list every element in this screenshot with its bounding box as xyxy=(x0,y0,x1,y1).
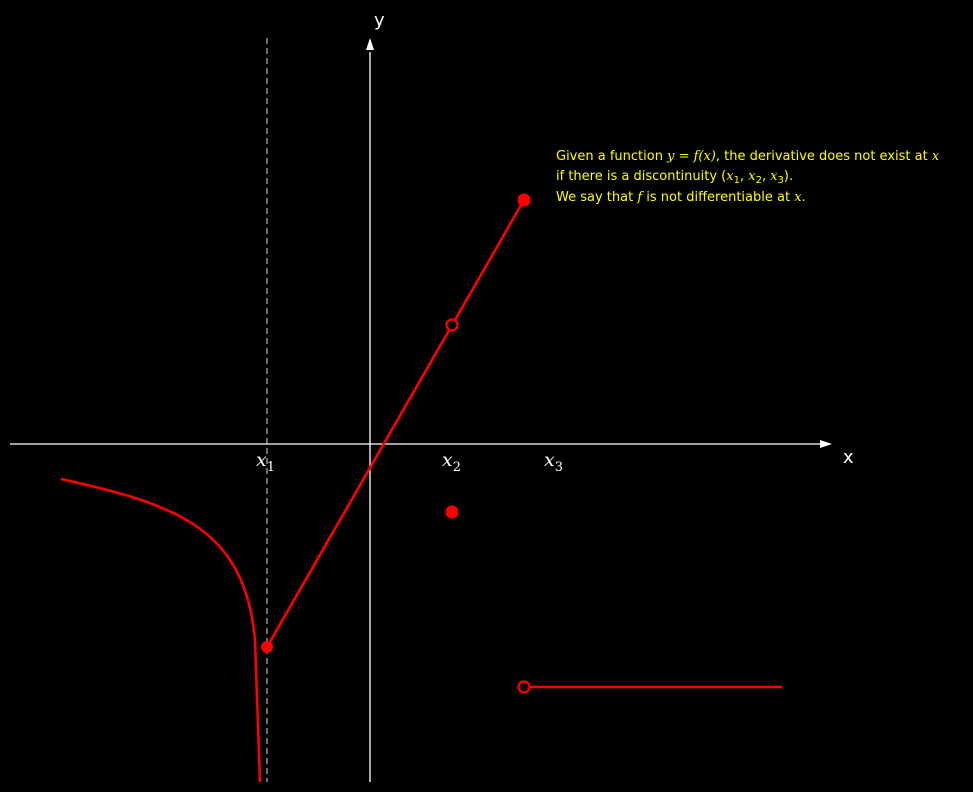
function-graph xyxy=(60,193,782,783)
annotation-note: Given a function y = f(x), the derivativ… xyxy=(556,149,940,205)
filled-point-x1 xyxy=(261,641,273,653)
filled-point-x2 xyxy=(445,505,459,519)
open-point-x3 xyxy=(517,680,531,694)
y-axis-label: y xyxy=(374,10,385,31)
tick-label-x3: x3 xyxy=(544,449,563,475)
axes xyxy=(10,38,832,782)
y-axis-arrow-icon xyxy=(366,38,374,50)
x-axis-arrow-icon xyxy=(820,440,832,448)
open-point-x2 xyxy=(445,318,459,332)
hyperbola-branch xyxy=(60,477,262,783)
linear-segment xyxy=(265,199,526,648)
tick-label-x2: x2 xyxy=(442,449,461,475)
tick-label-x1: x1 xyxy=(256,449,275,475)
note-line-1: Given a function y = f(x), the derivativ… xyxy=(556,149,940,164)
note-line-2: if there is a discontinuity (x1, x2, x3)… xyxy=(556,169,793,186)
note-line-3: We say that f is not differentiable at x… xyxy=(556,190,806,205)
filled-point-x3 xyxy=(517,193,531,207)
x-axis-label: x xyxy=(843,447,854,468)
